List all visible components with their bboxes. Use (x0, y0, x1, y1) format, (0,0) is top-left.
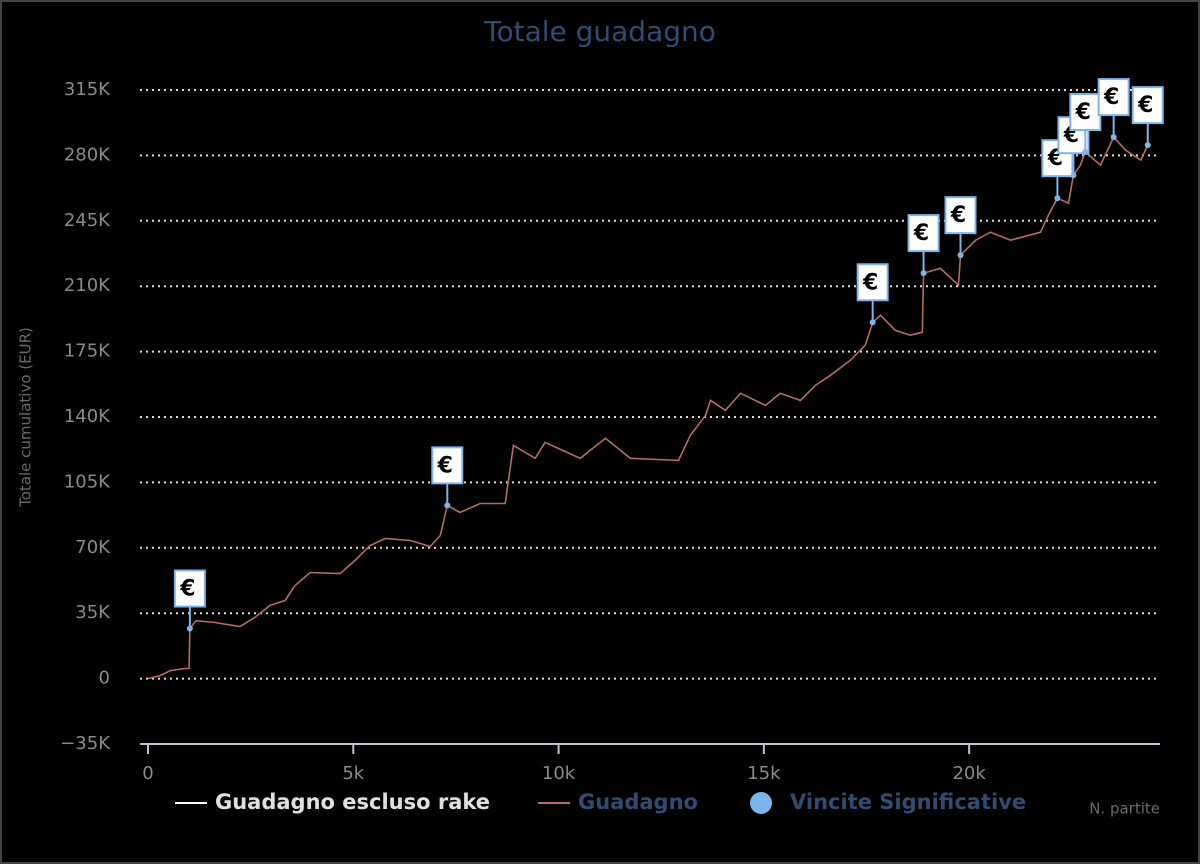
flag-box (944, 196, 977, 235)
flag-label: € (913, 221, 929, 246)
y-tick-label: 70K (75, 537, 111, 558)
win-point (1144, 142, 1151, 149)
win-point (920, 270, 927, 277)
flag-label: € (950, 203, 966, 228)
flag-label: € (862, 270, 878, 295)
y-tick-label: 0 (99, 668, 110, 689)
flag: € (1097, 78, 1130, 141)
flag-box (173, 569, 206, 608)
flag: € (431, 446, 464, 509)
y-tick-label: 210K (64, 275, 111, 296)
legend-symbol (750, 792, 772, 814)
flag: € (944, 196, 977, 259)
flag-box (431, 446, 464, 485)
win-point (957, 252, 964, 259)
y-tick-label: 280K (64, 144, 111, 165)
flag: € (1069, 93, 1102, 156)
y-tick-label: 35K (75, 602, 111, 623)
x-tick-label: 20k (952, 763, 986, 784)
line-series (147, 135, 1149, 680)
flag-box (856, 263, 889, 302)
flag-box (1069, 93, 1102, 132)
x-tick-label: 10k (542, 763, 576, 784)
x-tick-label: 0 (142, 763, 153, 784)
win-point (186, 625, 193, 632)
legend-label: Guadagno (578, 790, 698, 814)
win-point (1110, 134, 1117, 141)
flag-label: € (179, 577, 195, 602)
flag-label: € (437, 453, 453, 478)
flag: € (1131, 86, 1164, 149)
chart-title: Totale guadagno (483, 15, 716, 48)
flag-box (907, 214, 940, 253)
flag: € (856, 263, 889, 326)
y-tick-label: 105K (64, 471, 111, 492)
flag-box (1131, 86, 1164, 125)
flag: € (173, 569, 206, 632)
win-point (1082, 149, 1089, 156)
y-tick-label: −35K (60, 733, 111, 754)
y-tick-label: 140K (64, 406, 111, 427)
x-tick-label: 15k (747, 763, 781, 784)
y-axis-title: Totale cumulativo (EUR) (17, 327, 35, 508)
win-point (444, 502, 451, 509)
win-point (869, 319, 876, 326)
win-point (1054, 195, 1061, 202)
y-tick-label: 175K (64, 341, 111, 362)
flag-box (1097, 78, 1130, 117)
flag-label: € (1137, 93, 1153, 118)
x-axis-title: N. partite (1089, 800, 1160, 818)
flag: € (907, 214, 940, 277)
win-point (1070, 172, 1077, 179)
y-tick-label: 245K (64, 210, 111, 231)
y-tick-label: 315K (64, 79, 111, 100)
legend-label: Vincite Significative (790, 790, 1026, 814)
flag-label: € (1075, 100, 1091, 125)
legend-label: Guadagno escluso rake (215, 790, 490, 814)
flag-label: € (1103, 85, 1119, 110)
x-tick-label: 5k (342, 763, 364, 784)
